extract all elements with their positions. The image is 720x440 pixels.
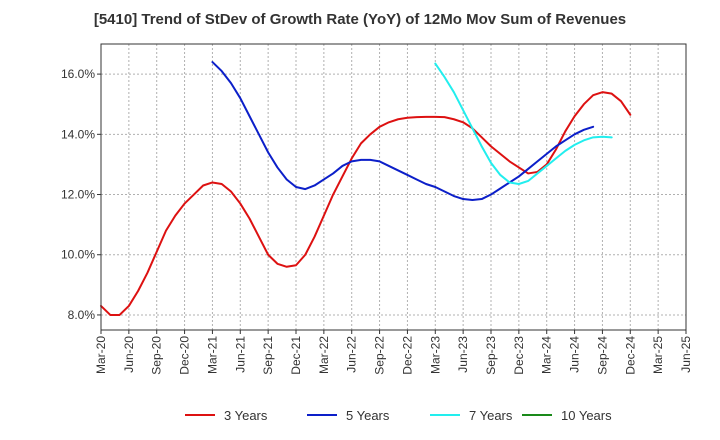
x-tick-label: Dec-20 [178, 336, 192, 375]
x-tick-label: Mar-21 [205, 336, 219, 374]
x-tick-label: Jun-22 [345, 336, 359, 373]
x-tick-label: Dec-22 [400, 336, 414, 375]
legend-label-5-years: 5 Years [346, 408, 390, 423]
series-line-5-years [211, 61, 595, 201]
y-axis-ticks: 8.0% 10.0% 12.0% 14.0% 16.0% [61, 67, 101, 322]
legend-label-3-years: 3 Years [224, 408, 268, 423]
x-tick-label: Jun-25 [679, 336, 693, 373]
x-axis-ticks: Mar-20 Jun-20 Sep-20 Dec-20 Mar-21 Jun-21 Sep-… [94, 330, 693, 375]
legend-label-7-years: 7 Years [469, 408, 513, 423]
y-tick-label: 8.0% [68, 308, 96, 322]
y-tick-label: 10.0% [61, 248, 95, 262]
grid-layer [100, 44, 687, 330]
x-tick-label: Jun-21 [233, 336, 247, 373]
x-tick-label: Mar-20 [94, 336, 108, 374]
y-tick-label: 14.0% [61, 127, 95, 141]
x-tick-label: Jun-20 [122, 336, 136, 373]
legend-label-10-years: 10 Years [561, 408, 612, 423]
x-tick-label: Sep-23 [484, 336, 498, 375]
x-tick-label: Sep-24 [595, 336, 609, 375]
x-tick-label: Jun-24 [568, 336, 582, 373]
x-tick-label: Mar-25 [651, 336, 665, 374]
series-layer [100, 61, 632, 316]
x-tick-label: Jun-23 [456, 336, 470, 373]
x-tick-label: Sep-20 [150, 336, 164, 375]
x-tick-label: Dec-24 [623, 336, 637, 375]
x-tick-label: Dec-23 [512, 336, 526, 375]
x-tick-label: Sep-22 [373, 336, 387, 375]
x-tick-label: Mar-22 [317, 336, 331, 374]
x-tick-label: Dec-21 [289, 336, 303, 375]
plot-frame [100, 43, 687, 331]
series-line-7-years [434, 62, 613, 185]
x-tick-label: Mar-24 [540, 336, 554, 374]
x-tick-label: Sep-21 [261, 336, 275, 375]
x-tick-label: Mar-23 [428, 336, 442, 374]
legend: 3 Years 5 Years 7 Years 10 Years [185, 408, 612, 423]
y-tick-label: 16.0% [61, 67, 95, 81]
chart-title: [5410] Trend of StDev of Growth Rate (Yo… [94, 11, 626, 28]
series-line-3-years [100, 91, 632, 316]
y-tick-label: 12.0% [61, 188, 95, 202]
